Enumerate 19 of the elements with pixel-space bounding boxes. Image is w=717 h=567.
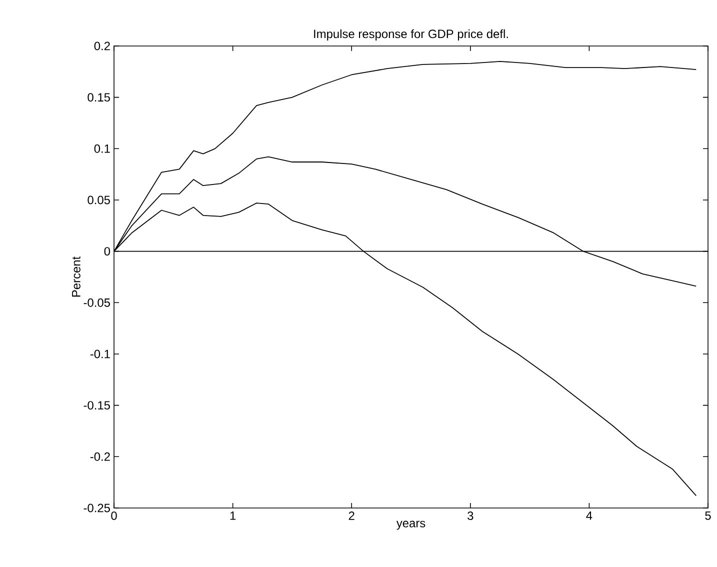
x-tick-label: 0	[111, 512, 117, 520]
y-tick-label: -0.05	[84, 298, 110, 307]
y-tick-label: 0.1	[94, 144, 110, 153]
y-axis-title: Percent	[72, 256, 80, 297]
y-tick-label: -0.15	[84, 401, 110, 410]
chart-title: Impulse response for GDP price defl.	[314, 29, 508, 40]
x-tick-label: 1	[230, 512, 236, 520]
y-tick-label: 0.05	[88, 196, 110, 204]
y-tick-label: 0.15	[88, 93, 110, 102]
x-axis-title: years	[396, 520, 426, 530]
y-tick-label: -0.1	[90, 350, 110, 358]
y-tick-label: 0.2	[94, 42, 110, 50]
y-tick-label: -0.2	[90, 452, 110, 461]
x-tick-label: 3	[468, 512, 474, 520]
x-tick-label: 5	[705, 512, 711, 520]
y-tick-label: -0.25	[84, 504, 110, 512]
y-tick-label: 0	[104, 247, 110, 256]
x-tick-label: 2	[348, 512, 354, 520]
x-tick-label: 4	[586, 512, 592, 520]
